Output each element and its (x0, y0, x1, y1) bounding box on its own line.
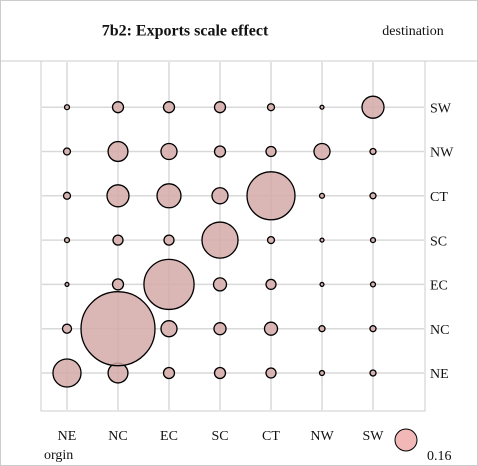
x-tick-label: NC (108, 429, 127, 444)
size-legend-label: 0.16 (427, 449, 452, 464)
bubble (266, 103, 276, 112)
bubble (369, 147, 377, 156)
y-tick-label: SC (430, 234, 447, 249)
bubble (63, 104, 71, 111)
x-tick-label: SC (211, 429, 228, 444)
x-tick-label: EC (160, 429, 178, 444)
bubble (318, 369, 326, 377)
bubble (62, 191, 72, 200)
bubble (266, 235, 276, 245)
x-tick-label: NW (310, 429, 334, 444)
bubble (111, 278, 125, 291)
y-tick-label: NW (430, 146, 454, 161)
bubble (143, 258, 195, 311)
bubble (156, 183, 182, 209)
bubble (112, 234, 124, 246)
bubble (369, 281, 377, 288)
y-tick-label: NC (430, 323, 449, 338)
bubble (106, 184, 130, 208)
bubble (211, 187, 229, 205)
bubble (313, 142, 331, 161)
bubble (318, 325, 326, 333)
bubble (201, 221, 239, 259)
bubble (361, 95, 385, 119)
bubble (319, 281, 325, 287)
bubble (213, 322, 227, 336)
bubble (63, 236, 71, 244)
bubble (369, 236, 377, 244)
size-legend-bubble (394, 428, 418, 452)
bubble (162, 101, 176, 114)
bubble (160, 320, 178, 338)
bubble (61, 323, 73, 334)
x-tick-label: NE (58, 429, 77, 444)
bubble (265, 278, 277, 291)
bubble (265, 367, 277, 379)
bubble (369, 325, 377, 333)
bubble (163, 234, 175, 246)
bubble (213, 366, 227, 380)
plot-frame (40, 60, 426, 412)
bubble (263, 321, 279, 336)
x-tick-label: SW (363, 429, 385, 444)
bubble (212, 277, 228, 292)
bubble (265, 145, 277, 158)
bubble (162, 366, 176, 380)
bubble (62, 147, 72, 156)
bubble (369, 369, 377, 377)
bubble (160, 142, 178, 161)
y-tick-label: CT (430, 190, 448, 205)
bubble (52, 358, 82, 388)
bubble (111, 101, 125, 114)
y-tick-label: NE (430, 367, 449, 382)
bubble (107, 140, 129, 163)
bubble (64, 281, 70, 287)
y-axis-label: destination (382, 24, 443, 39)
x-axis-label: orgin (44, 448, 73, 463)
y-tick-label: SW (430, 101, 452, 116)
x-tick-label: CT (262, 429, 280, 444)
y-tick-label: EC (430, 279, 448, 294)
bubble (213, 145, 227, 158)
bubble (318, 192, 326, 199)
bubble (319, 104, 325, 110)
chart-title: 7b2: Exports scale effect (102, 23, 269, 40)
bubble (319, 237, 325, 243)
bubble (246, 171, 296, 221)
bubble (369, 192, 377, 200)
bubble (80, 291, 156, 367)
bubble (213, 101, 227, 114)
